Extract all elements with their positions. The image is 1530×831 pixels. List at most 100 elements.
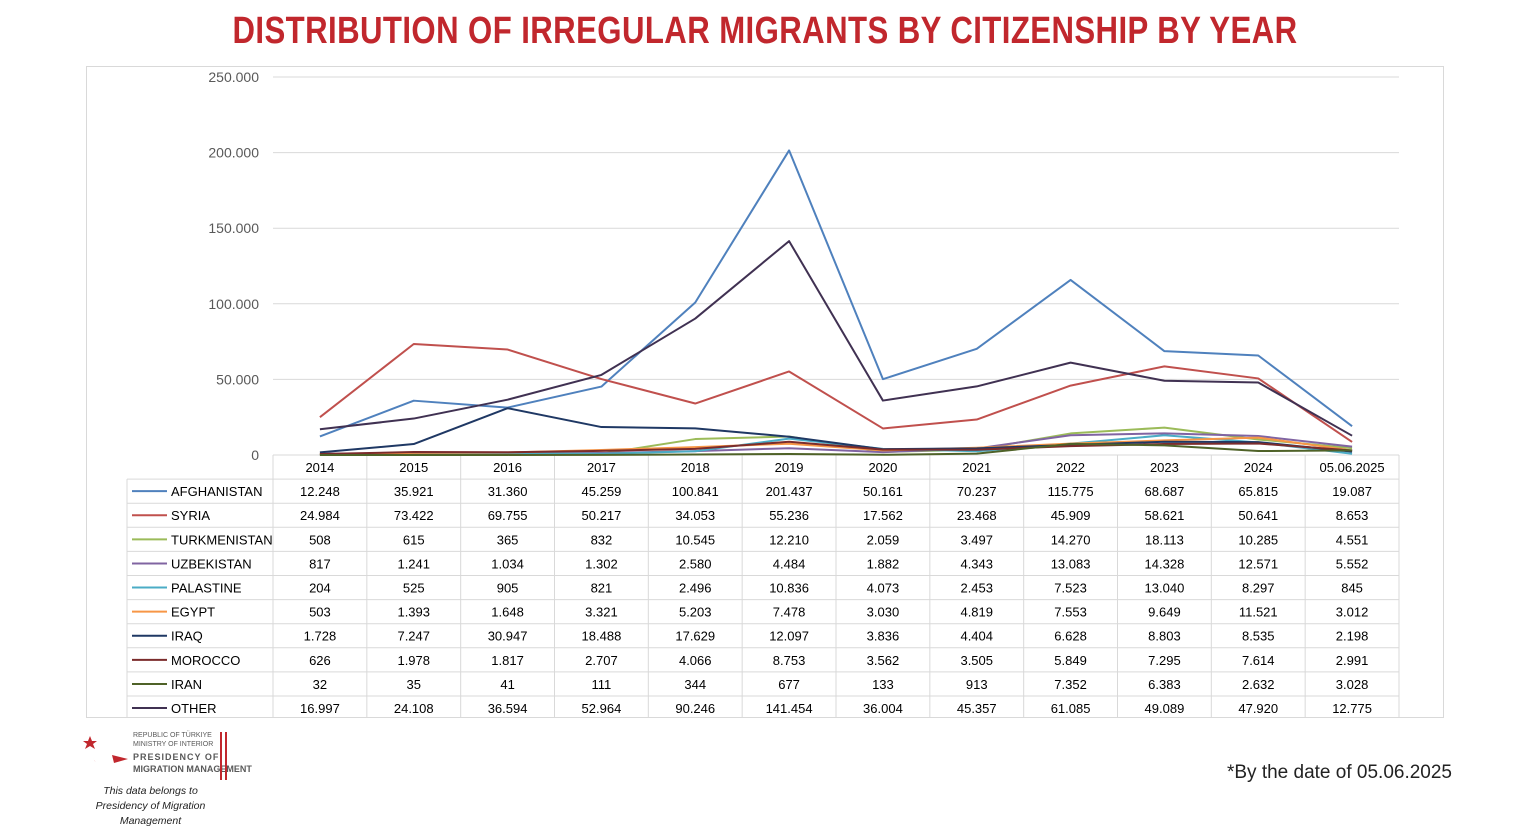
data-label: 845 [1341,581,1363,596]
data-label: 24.108 [394,701,434,716]
x-tick-label: 2016 [493,460,522,475]
data-label: 7.478 [773,605,806,620]
data-label: 68.687 [1145,484,1185,499]
data-credit: This data belongs to Presidency of Migra… [68,784,233,829]
data-label: 3.836 [867,629,900,644]
data-label: 19.087 [1332,484,1372,499]
data-label: 1.978 [397,653,430,668]
data-label: 1.302 [585,556,618,571]
y-tick-label: 150.000 [208,220,259,236]
data-label: 18.113 [1145,532,1184,547]
logo-divider [220,732,222,780]
data-label: 3.562 [867,653,900,668]
credit-line-1: This data belongs to [103,785,198,797]
data-label: 5.203 [679,605,712,620]
data-label: 24.984 [300,508,340,523]
legend-label: PALASTINE [171,581,242,596]
data-label: 8.535 [1242,629,1275,644]
legend-label: IRAQ [171,629,203,644]
data-label: 61.085 [1051,701,1091,716]
data-label: 3.012 [1336,605,1369,620]
data-label: 2.991 [1336,653,1369,668]
data-label: 12.097 [769,629,809,644]
data-label: 111 [592,677,612,692]
data-label: 47.920 [1238,701,1278,716]
data-label: 45.357 [957,701,997,716]
data-label: 11.521 [1239,605,1278,620]
data-label: 1.393 [397,605,430,620]
data-label: 10.285 [1238,532,1278,547]
logo-text-migration: MIGRATION MANAGEMENT [133,764,252,774]
logo-text-ministry: MINISTRY OF INTERIOR [133,741,214,748]
data-label: 4.484 [773,556,806,571]
data-label: 55.236 [769,508,809,523]
x-tick-label: 05.06.2025 [1320,460,1385,475]
data-label: 41 [500,677,514,692]
data-label: 4.404 [960,629,993,644]
data-label: 2.198 [1336,629,1369,644]
data-label: 50.217 [582,508,622,523]
data-label: 821 [591,581,613,596]
data-label: 12.210 [769,532,809,547]
chart-area: 0 50.000 100.000 150.000 200.000 250.000 2014 2… [86,66,1444,718]
data-label: 14.270 [1051,532,1091,547]
data-label: 35 [407,677,421,692]
data-label: 7.614 [1242,653,1275,668]
data-label: 7.523 [1054,581,1087,596]
credit-line-2: Presidency of Migration Management [95,800,206,827]
data-label: 10.545 [675,532,715,547]
data-label: 115.775 [1048,484,1094,499]
data-label: 5.552 [1336,556,1369,571]
presidency-logo-icon [83,736,128,782]
data-label: 100.841 [672,484,719,499]
data-label: 32 [313,677,327,692]
series-line-afghanistan [319,149,1353,438]
x-tick-label: 2014 [305,460,334,475]
legend-label: OTHER [171,701,217,716]
legend-label: IRAN [171,677,202,692]
data-label: 12.571 [1238,556,1278,571]
data-label: 16.997 [300,701,340,716]
data-label: 8.753 [773,653,806,668]
logo-divider [225,732,227,780]
data-label: 9.649 [1148,605,1181,620]
data-label: 503 [309,605,331,620]
data-label: 4.819 [960,605,993,620]
x-tick-label: 2024 [1244,460,1273,475]
data-label: 4.073 [867,581,900,596]
page-title: DISTRIBUTION OF IRREGULAR MIGRANTS BY CI… [232,10,1298,52]
data-label: 7.295 [1148,653,1181,668]
data-label: 52.964 [582,701,622,716]
data-label: 90.246 [675,701,715,716]
data-label: 49.089 [1145,701,1185,716]
data-label: 4.066 [679,653,712,668]
data-label: 1.648 [491,605,524,620]
data-label: 201.437 [766,484,813,499]
data-label: 18.488 [582,629,622,644]
data-label: 45.259 [582,484,622,499]
data-label: 626 [309,653,331,668]
data-label: 2.453 [960,581,993,596]
series-line-morocco [319,440,1353,456]
x-tick-label: 2021 [962,460,991,475]
y-tick-label: 250.000 [208,69,259,85]
data-label: 23.468 [957,508,997,523]
data-label: 12.248 [300,484,340,499]
data-label: 4.343 [960,556,993,571]
series-line-other [319,240,1353,437]
data-label: 1.728 [304,629,337,644]
data-label: 8.297 [1242,581,1275,596]
data-label: 3.321 [585,605,618,620]
data-label: 7.352 [1054,677,1087,692]
data-label: 6.628 [1054,629,1087,644]
data-label: 2.496 [679,581,712,596]
data-label: 3.028 [1336,677,1369,692]
data-label: 5.849 [1054,653,1087,668]
data-label: 17.562 [863,508,903,523]
data-label: 344 [684,677,706,692]
data-label: 17.629 [675,629,715,644]
data-label: 3.497 [960,532,993,547]
data-label: 35.921 [394,484,434,499]
y-tick-label: 50.000 [216,371,259,387]
y-tick-label: 100.000 [208,296,259,312]
